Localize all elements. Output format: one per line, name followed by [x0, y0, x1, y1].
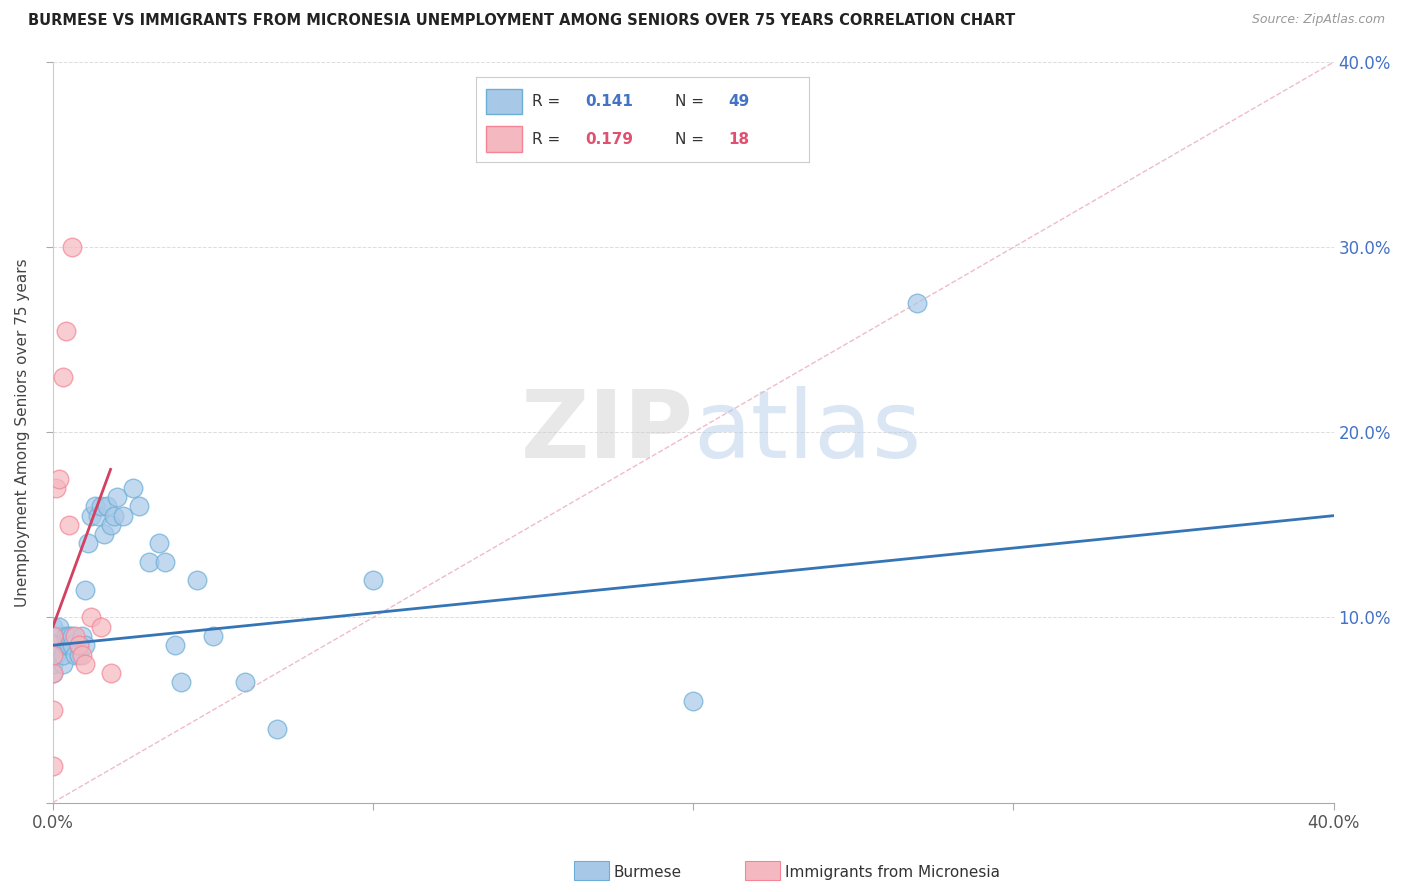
Point	[42, 758, 65, 772]
Point	[55, 324, 77, 338]
Point	[42, 703, 65, 717]
Point	[55, 638, 77, 652]
Point	[905, 295, 928, 310]
Point	[48, 620, 70, 634]
Point	[103, 508, 125, 523]
Point	[51, 648, 73, 662]
Point	[80, 610, 103, 624]
Point	[96, 500, 118, 514]
Point	[90, 500, 112, 514]
Point	[60, 638, 83, 652]
Point	[170, 675, 193, 690]
Point	[148, 536, 170, 550]
Text: Burmese: Burmese	[613, 865, 681, 880]
Point	[42, 629, 65, 643]
Point	[87, 508, 110, 523]
Point	[233, 675, 256, 690]
Point	[201, 629, 224, 643]
Point	[153, 555, 176, 569]
Point	[70, 648, 93, 662]
Y-axis label: Unemployment Among Seniors over 75 years: Unemployment Among Seniors over 75 years	[15, 258, 30, 607]
Point	[266, 722, 288, 736]
Point	[60, 240, 83, 254]
Point	[65, 648, 87, 662]
Point	[122, 481, 145, 495]
Point	[58, 517, 80, 532]
Point	[70, 629, 93, 643]
Point	[42, 648, 65, 662]
Point	[100, 666, 122, 681]
Point	[361, 574, 384, 588]
Point	[138, 555, 160, 569]
Point	[65, 629, 87, 643]
Point	[163, 638, 186, 652]
Point	[112, 508, 135, 523]
Point	[67, 648, 90, 662]
Point	[67, 638, 90, 652]
Point	[51, 369, 73, 384]
Point	[58, 629, 80, 643]
Point	[682, 694, 704, 708]
Point	[48, 629, 70, 643]
Point	[100, 517, 122, 532]
Point	[45, 648, 67, 662]
Text: BURMESE VS IMMIGRANTS FROM MICRONESIA UNEMPLOYMENT AMONG SENIORS OVER 75 YEARS C: BURMESE VS IMMIGRANTS FROM MICRONESIA UN…	[28, 13, 1015, 29]
Text: Immigrants from Micronesia: Immigrants from Micronesia	[785, 865, 1000, 880]
Point	[80, 508, 103, 523]
Point	[42, 666, 65, 681]
Point	[45, 481, 67, 495]
Point	[128, 500, 150, 514]
Point	[67, 638, 90, 652]
Point	[60, 629, 83, 643]
Point	[42, 666, 65, 681]
Point	[42, 648, 65, 662]
Point	[90, 620, 112, 634]
Point	[73, 638, 96, 652]
Text: ZIP: ZIP	[520, 386, 693, 478]
Text: atlas: atlas	[693, 386, 921, 478]
Point	[77, 536, 100, 550]
Point	[73, 657, 96, 671]
Point	[58, 638, 80, 652]
Point	[48, 472, 70, 486]
Point	[73, 582, 96, 597]
Point	[83, 500, 105, 514]
Point	[51, 657, 73, 671]
Point	[93, 527, 115, 541]
Point	[42, 620, 65, 634]
Point	[55, 629, 77, 643]
Point	[45, 638, 67, 652]
Point	[42, 638, 65, 652]
Point	[105, 490, 128, 504]
Point	[42, 629, 65, 643]
Text: Source: ZipAtlas.com: Source: ZipAtlas.com	[1251, 13, 1385, 27]
Point	[186, 574, 208, 588]
Point	[42, 657, 65, 671]
